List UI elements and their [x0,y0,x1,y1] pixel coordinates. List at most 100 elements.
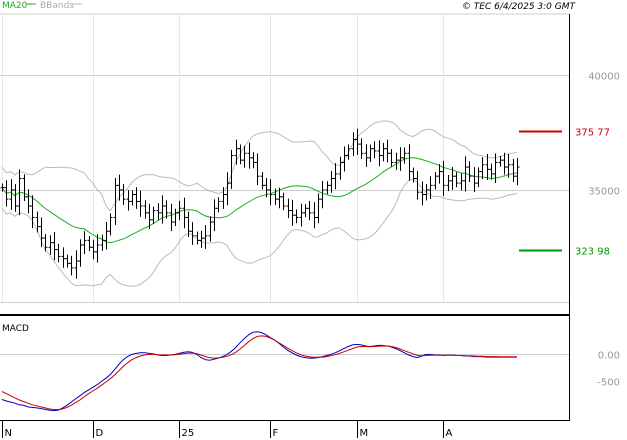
ohlc-bar [433,172,438,190]
ohlc-bar [229,149,234,189]
ohlc-bar [364,144,369,167]
bollinger-bands [1,120,518,287]
ohlc-bar [242,145,247,168]
ohlc-bar [74,250,79,279]
ma20-line [1,157,518,244]
ohlc-bar [26,189,31,214]
ohlc-bar [4,180,9,207]
ohlc-bar [212,199,217,232]
ohlc-bar [234,139,239,165]
ohlc-bar [104,222,109,250]
ohlc-bar [117,174,122,201]
ohlc-bar [463,156,468,192]
macd-axis: 0.00 -500 [597,351,620,389]
ohlc-bar [121,184,126,205]
price-tick-label: 40000 [588,72,620,83]
ohlc-bar [251,152,256,169]
price-bars [0,128,520,279]
ohlc-bar [164,200,169,219]
ohlc-bar [511,158,516,182]
ohlc-bar [338,156,343,180]
ohlc-bar [35,211,40,233]
ohlc-bar [143,200,148,219]
ohlc-bar [221,187,226,209]
ohlc-bar [216,197,221,213]
ohlc-bar [190,222,195,245]
ohlc-bar [359,138,364,160]
ohlc-bar [138,190,143,217]
ohlc-bar [489,163,494,180]
ohlc-bar [506,154,511,178]
ohlc-bar [156,203,161,221]
macd-line [1,331,517,412]
price-panel: 375 77 323 98 40000 35000 [0,13,620,303]
ohlc-bar [424,184,429,201]
ohlc-bar [329,171,334,193]
ohlc-bar [264,177,269,198]
ohlc-bar [420,181,425,206]
ohlc-bar [377,140,382,167]
ohlc-bar [312,202,317,229]
ohlc-bar [130,190,135,206]
ohlc-bar [441,160,446,197]
ohlc-bar [169,203,174,232]
x-axis: N D 25 F M A [2,421,453,439]
ohlc-bar [195,231,200,245]
ohlc-bar [182,197,187,229]
ohlc-bar [160,195,165,224]
ohlc-bar [100,234,105,251]
ohlc-bar [69,255,74,276]
ohlc-bar [333,163,338,190]
ohlc-bar [454,172,459,188]
ohlc-bar [294,209,299,224]
ohlc-bar [0,183,5,192]
ohlc-bar [113,177,118,225]
ohlc-bar [303,204,308,218]
ohlc-bar [199,230,204,248]
ohlc-bar [281,192,286,211]
ohlc-bar [290,199,295,226]
ohlc-bar [325,181,330,195]
ohlc-bar [476,167,481,188]
ohlc-bar [203,225,208,249]
ohlc-bar [56,243,61,263]
ohlc-bar [385,139,390,163]
ohlc-bar [398,147,403,171]
ohlc-bar [502,152,507,175]
ohlc-bar [65,254,70,268]
macd-lines [1,331,517,412]
ohlc-bar [299,203,304,227]
ohlc-bar [485,154,490,181]
ohlc-bar [407,144,412,181]
ohlc-bar [515,157,520,186]
x-tick-label: A [446,428,453,439]
ohlc-bar [446,175,451,192]
ohlc-bar [151,206,156,224]
ohlc-bar [277,187,282,209]
legend-ma20: MA20 [2,1,28,11]
ohlc-bar [355,128,360,155]
ohlc-bar [307,200,312,221]
ohlc-bar [238,144,243,165]
ohlc-bar [411,167,416,183]
ohlc-bar [147,203,152,229]
ohlc-bar [351,132,356,157]
ohlc-bar [368,144,373,162]
ohlc-bar [498,156,503,167]
ohlc-bar [9,179,14,210]
price-axis: 40000 35000 [588,72,620,198]
ohlc-bar [186,211,191,237]
price-grid [0,14,569,303]
ohlc-bar [450,167,455,190]
ohlc-bar [78,239,83,267]
ohlc-bar [268,179,273,206]
legend-bbands: BBands [40,1,74,11]
ohlc-bar [316,193,321,224]
ohlc-bar [52,231,57,261]
ohlc-bar [467,161,472,182]
ohlc-bar [134,187,139,209]
ohlc-bar [381,142,386,162]
macd-title: MACD [2,324,29,334]
ohlc-bar [459,173,464,191]
ohlc-bar [346,144,351,160]
